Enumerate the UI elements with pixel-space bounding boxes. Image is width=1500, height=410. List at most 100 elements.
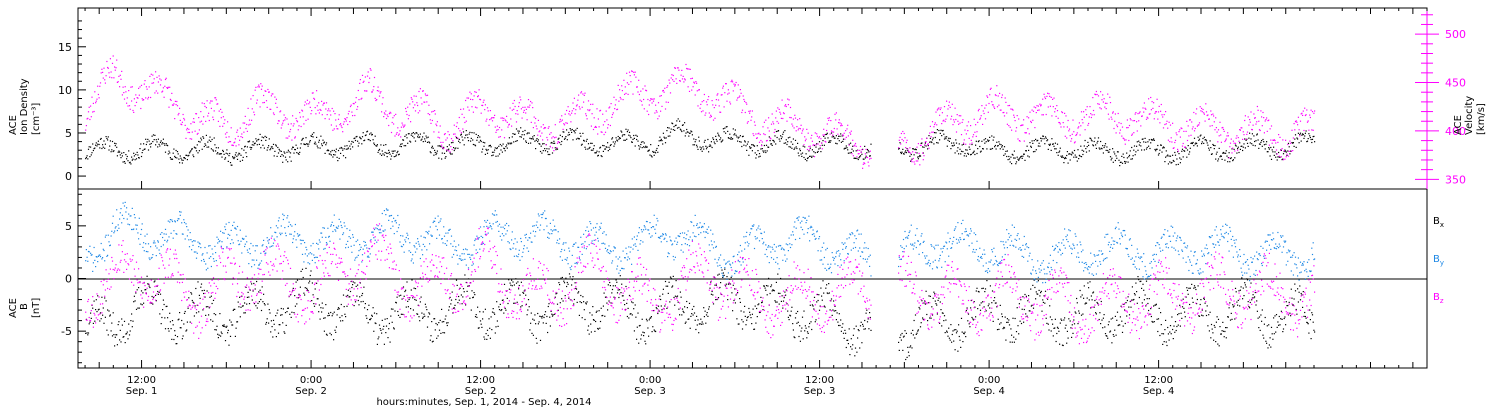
density-point-480 <box>424 138 426 140</box>
velocity-point-849 <box>684 79 686 81</box>
bx-point-733 <box>602 305 604 307</box>
velocity-point-14 <box>95 102 97 104</box>
bx-point-760 <box>621 295 623 297</box>
bx-point-581 <box>495 326 497 328</box>
bx-point-468 <box>415 299 417 301</box>
velocity-point-1075 <box>844 138 846 140</box>
density-point-634 <box>532 138 534 140</box>
density-point-1099 <box>861 153 863 155</box>
density-point-734 <box>603 145 605 147</box>
velocity-point-271 <box>276 106 278 108</box>
density-point-975 <box>773 141 775 143</box>
density-point-1499 <box>1170 162 1172 164</box>
bx-point-840 <box>678 308 680 310</box>
velocity-point-939 <box>748 110 750 112</box>
velocity-point-258 <box>267 88 269 91</box>
velocity-point-1528 <box>1191 121 1193 123</box>
bx-point-19 <box>98 308 100 310</box>
bx-point-677 <box>563 280 565 282</box>
velocity-point-995 <box>787 104 789 106</box>
velocity-point-921 <box>735 81 737 84</box>
density-point-1016 <box>802 145 804 147</box>
density-point-722 <box>595 152 597 154</box>
density-point-1601 <box>1242 146 1244 148</box>
velocity-point-1626 <box>1260 110 1262 112</box>
velocity-point-567 <box>485 120 487 122</box>
density-point-1568 <box>1219 156 1221 158</box>
velocity-point-76 <box>138 94 140 96</box>
density-point-1660 <box>1284 149 1286 151</box>
density-point-1444 <box>1131 158 1133 160</box>
velocity-point-985 <box>780 117 782 119</box>
velocity-point-1448 <box>1134 113 1136 115</box>
velocity-point-1685 <box>1302 114 1304 116</box>
density-point-639 <box>536 138 538 140</box>
bx-point-643 <box>539 315 541 317</box>
bx-point-901 <box>721 269 723 271</box>
density-point-30 <box>106 137 108 140</box>
velocity-point-1566 <box>1217 129 1220 131</box>
density-point-331 <box>318 139 320 141</box>
bx-point-1217 <box>971 316 973 319</box>
density-point-756 <box>619 137 621 139</box>
density-point-1434 <box>1124 162 1126 164</box>
density-point-1079 <box>847 149 849 151</box>
bx-point-759 <box>621 283 623 285</box>
velocity-point-9 <box>91 96 93 98</box>
bx-point-929 <box>741 319 743 321</box>
velocity-point-436 <box>393 123 395 125</box>
velocity-point-681 <box>566 109 568 112</box>
density-point-471 <box>417 134 419 136</box>
density-point-715 <box>590 142 592 144</box>
bx-point-302 <box>298 293 300 295</box>
velocity-point-677 <box>563 123 565 125</box>
density-point-1644 <box>1273 146 1275 148</box>
density-point-454 <box>405 134 407 136</box>
bx-point-482 <box>425 306 427 308</box>
density-point-501 <box>438 145 441 147</box>
density-point-1293 <box>1025 150 1027 152</box>
density-point-549 <box>472 143 474 146</box>
velocity-point-1571 <box>1221 127 1223 129</box>
velocity-point-557 <box>478 89 480 91</box>
bx-point-1204 <box>962 341 964 343</box>
bx-point-180 <box>212 320 214 322</box>
velocity-point-470 <box>417 104 419 107</box>
velocity-point-434 <box>391 121 393 124</box>
density-point-1134 <box>912 148 914 150</box>
velocity-point-1124 <box>905 141 907 144</box>
density-point-556 <box>477 135 479 137</box>
velocity-point-37 <box>111 77 113 79</box>
density-point-411 <box>375 145 377 147</box>
density-point-372 <box>347 147 349 149</box>
velocity-point-1334 <box>1054 111 1056 113</box>
bx-point-741 <box>608 300 610 302</box>
bx-point-321 <box>311 282 313 284</box>
density-point-1683 <box>1300 140 1302 142</box>
bx-point-626 <box>527 309 529 311</box>
bx-point-915 <box>731 292 733 294</box>
bx-point-498 <box>436 324 438 326</box>
density-point-1463 <box>1145 141 1147 143</box>
velocity-point-1139 <box>916 146 918 148</box>
density-point-971 <box>770 143 773 145</box>
density-point-1022 <box>806 157 809 160</box>
density-point-1262 <box>1003 154 1005 156</box>
bx-point-109 <box>162 309 164 311</box>
density-point-334 <box>321 143 323 145</box>
velocity-point-775 <box>632 93 634 95</box>
bx-point-1088 <box>853 328 855 330</box>
density-point-71 <box>135 153 137 156</box>
velocity-point-812 <box>658 115 660 117</box>
velocity-point-1362 <box>1073 142 1076 144</box>
density-point-1052 <box>828 141 830 143</box>
density-point-264 <box>271 146 273 148</box>
density-point-947 <box>753 145 756 147</box>
velocity-point-1237 <box>985 104 987 106</box>
velocity-point-829 <box>670 77 672 79</box>
density-point-1334 <box>1054 148 1056 150</box>
velocity-point-401 <box>368 81 370 84</box>
velocity-point-635 <box>533 116 535 118</box>
density-point-199 <box>225 152 227 154</box>
density-point-205 <box>229 162 232 164</box>
